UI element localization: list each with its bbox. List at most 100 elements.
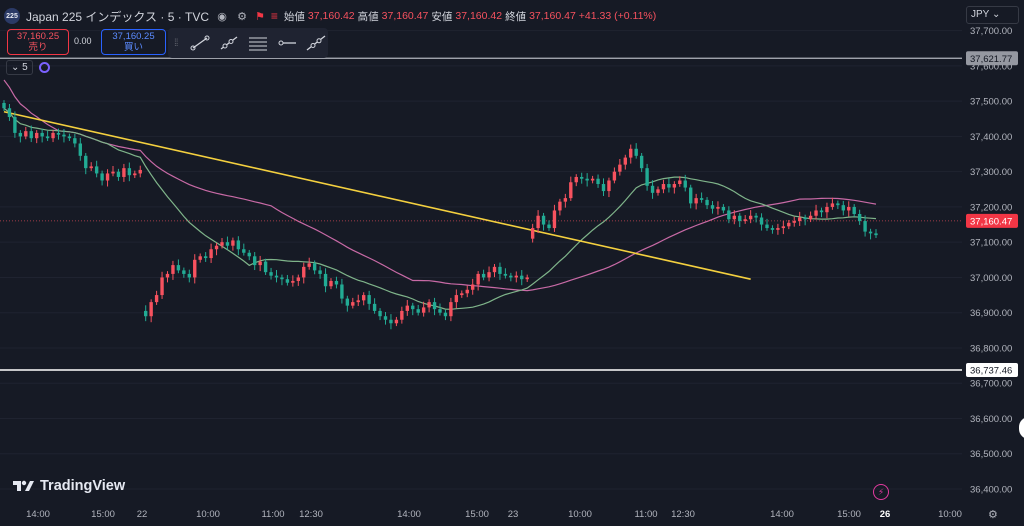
currency-button[interactable]: JPY ⌄ [966,6,1019,24]
candle-body [160,277,164,296]
candle-body [127,168,132,176]
candle-body [198,256,202,260]
symbol-badge[interactable]: 225 [4,8,20,24]
candle-body [590,178,595,181]
candle-body [759,217,764,225]
time-tick-label: 10:00 [196,509,220,520]
candle-body [421,307,426,313]
chart-settings-icon[interactable]: ⚙ [988,509,998,521]
sell-button[interactable]: 37,160.25 売り [7,29,69,55]
ohlc-open-label: 始値 [283,10,305,23]
candle-body [291,280,295,283]
time-tick-label: 10:00 [938,509,962,520]
symbol-title[interactable]: Japan 225 インデックス · 5 · TVC [26,9,210,24]
candle-body [367,295,371,304]
scroll-handle[interactable] [1019,417,1024,439]
time-tick-label: 12:30 [671,509,695,520]
buy-label: 買い [123,42,143,53]
candle-body [89,166,93,169]
candle-body [661,184,666,190]
drag-handle-icon[interactable]: ⁞⁞ [174,37,179,49]
extended-line-icon[interactable] [303,32,328,54]
currency-label: JPY [971,9,990,20]
time-tick-label: 14:00 [397,509,421,520]
chart-header: 225 Japan 225 インデックス · 5 · TVC ◉ ⚙ ⚑ ≡ 始… [4,6,656,26]
candle-body [73,138,77,144]
candle-body [302,266,306,278]
candle-body [182,270,186,274]
candle-body [351,302,355,306]
horizontal-ray-icon[interactable] [274,32,299,54]
candle-body [362,295,366,301]
candle-body [236,240,241,250]
time-tick-label: 10:00 [568,509,592,520]
candle-body [857,213,862,222]
flag-icon[interactable]: ⚑ [255,10,265,23]
candle-body [656,189,660,193]
level-label: 37,621.77 [970,54,1012,65]
ray-icon[interactable] [216,32,241,54]
menu-icon[interactable]: ≡ [270,9,278,23]
candle-body [748,215,753,220]
time-tick-label: 15:00 [91,509,115,520]
candle-body [852,206,856,214]
candle-body [471,284,475,290]
candle-body [133,173,137,176]
candle-body [765,224,769,229]
indicator-settings-icon[interactable] [38,62,50,73]
time-tick-label: 14:00 [770,509,794,520]
buy-button[interactable]: 37,160.25 買い [101,29,166,55]
ohlc-low-label: 安値 [431,10,453,23]
trend-line-icon[interactable] [188,32,213,54]
time-axis: 14:00 15:00 22 10:00 11:00 12:30 14:00 15:00 23 1… [26,509,962,520]
price-tick-label: 37,000.00 [970,273,1012,284]
candle-body [400,310,404,320]
lightning-icon[interactable]: ⚡ [873,484,889,500]
candle-body [2,102,6,109]
candle-body [667,184,671,188]
parallel-channel-icon[interactable] [245,32,270,54]
candle-body [552,210,557,229]
indicator-chip[interactable]: ⌄ 5 [6,60,33,75]
candle-body [460,293,464,296]
candle-body [481,273,486,278]
price-tick-label: 36,900.00 [970,308,1012,319]
ohlc-close-label: 終値 [505,10,527,23]
candle-body [193,259,197,278]
candle-body [514,275,518,278]
candle-body [318,270,322,274]
candle-body [280,277,284,280]
candle-body [171,265,175,274]
candle-body [863,221,867,232]
time-tick-label: 26 [880,509,891,520]
eye-icon[interactable]: ◉ [217,10,227,23]
candle-body [432,302,437,310]
candle-body [536,215,540,229]
price-tick-label: 36,600.00 [970,414,1012,425]
candle-body [792,221,796,223]
candle-body [585,178,589,181]
candle-body [329,280,333,287]
candle-body [808,215,813,220]
candle-body [111,171,115,174]
ohlc-open-value: 37,160.42 [307,10,355,22]
settings-icon[interactable]: ⚙ [237,10,247,23]
tradingview-logo: TradingView [12,478,125,494]
candle-body [307,263,311,267]
candle-body [285,279,290,283]
candle-body [209,249,213,259]
candle-body [525,277,529,280]
candle-body [144,310,148,317]
candle-body [116,171,121,177]
candle-body [569,182,573,199]
candle-body [165,273,170,278]
candle-body [465,289,469,294]
indicator-value: 5 [22,62,28,73]
candle-body [721,206,726,211]
candle-body [727,210,731,220]
candle-body [45,136,50,139]
candle-body [678,180,682,185]
candle-body [312,263,317,271]
candle-body [203,256,208,259]
